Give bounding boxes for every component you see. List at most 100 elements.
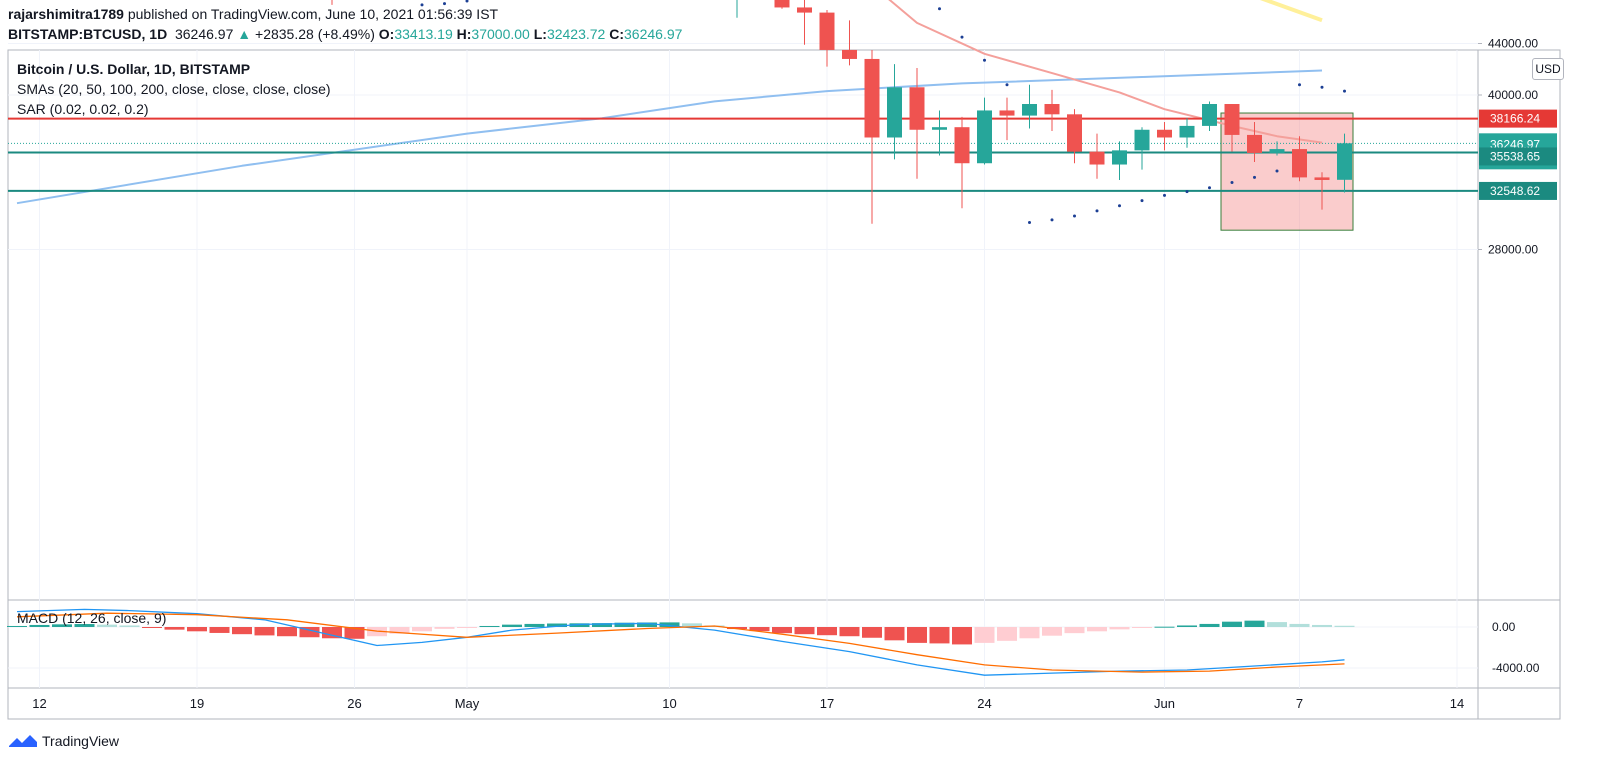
macd-hist-bar [727, 627, 747, 630]
low-label: L: [533, 26, 547, 42]
target-zone-box [1220, 112, 1354, 231]
candle-body [842, 49, 857, 59]
currency-button[interactable]: USD [1532, 58, 1564, 80]
candle-body [1247, 134, 1262, 153]
macd-hist-bar [749, 627, 770, 632]
candle-body [1202, 104, 1217, 126]
macd-hist-bar [344, 627, 365, 639]
sar-dot [1095, 209, 1099, 213]
low-value: 32423.72 [546, 26, 606, 42]
x-tick-label: 26 [347, 696, 361, 711]
candle-body [1044, 104, 1060, 115]
macd-hist-bar [187, 627, 207, 632]
macd-hist-bar [1222, 621, 1242, 627]
macd-hist-bar [389, 627, 410, 634]
macd-hist-bar [254, 627, 275, 636]
candle-body [1022, 104, 1037, 116]
macd-hist-bar [1087, 627, 1107, 632]
macd-hist-bar [682, 623, 702, 627]
sar-dot [1298, 83, 1301, 87]
candle-body [1224, 104, 1240, 135]
macd-hist-bar [907, 627, 927, 643]
macd-hist-bar [1132, 627, 1152, 628]
level-price-badge-1: 35538.65 [1490, 149, 1540, 163]
candle-body [909, 87, 925, 130]
level-price-badge-2-bg [1479, 181, 1557, 200]
sma-50-line [1259, 0, 1323, 23]
macd-hist-bar [119, 625, 140, 627]
macd-hist-bar [614, 622, 635, 627]
sma-20-line [888, 0, 1323, 144]
sar-dot [1140, 199, 1144, 203]
macd-hist-bar [524, 623, 545, 627]
sar-dot [1028, 220, 1031, 224]
publisher-username[interactable]: rajarshimitra1789 [8, 6, 124, 22]
sar-dot [1320, 85, 1324, 89]
open-label: O: [378, 26, 395, 42]
up-arrow-icon: ▲ [237, 26, 252, 42]
level-price-badge-0-bg [1479, 109, 1557, 128]
footer-brand: TradingView [42, 733, 120, 749]
level-price-badge-1-bg [1479, 147, 1557, 166]
sar-dot [420, 3, 424, 7]
macd-hist-bar [277, 627, 297, 637]
macd-hist-bar [7, 625, 27, 627]
macd-hist-bar [52, 624, 72, 627]
high-value: 37000.00 [471, 26, 530, 42]
sar-dot [983, 58, 986, 62]
macd-hist-bar [1199, 623, 1220, 627]
candle-body [954, 127, 970, 164]
macd-hist-bar [952, 627, 972, 645]
macd-hist-bar [1312, 624, 1332, 627]
macd-hist-bar [97, 624, 117, 627]
candle-body [1089, 151, 1105, 165]
candle-body [797, 7, 812, 13]
tradingview-logo[interactable]: TradingView [8, 733, 119, 749]
x-tick-label: 19 [190, 696, 204, 711]
x-tick-label: 24 [977, 696, 991, 711]
macd-hist-bar [142, 627, 162, 628]
high-label: H: [456, 26, 472, 42]
macd-hist-bar [434, 627, 455, 629]
y-tick-label: 28000.00 [1488, 243, 1538, 257]
price-change: +2835.28 (+8.49%) [255, 26, 375, 42]
macd-y-tick-label: -4000.00 [1492, 661, 1540, 675]
candle-body [1134, 129, 1150, 151]
candle-body [774, 0, 790, 8]
macd-hist-bar [884, 627, 905, 641]
macd-hist-bar [322, 627, 342, 639]
sar-dot [938, 7, 941, 11]
macd-hist-bar [502, 624, 522, 627]
sar-dot [443, 2, 446, 6]
legend-smas: SMAs (20, 50, 100, 200, close, close, cl… [17, 81, 331, 97]
sar-dot [1050, 218, 1054, 222]
open-value: 33413.19 [394, 26, 453, 42]
legend-sar: SAR (0.02, 0.02, 0.2) [17, 101, 149, 117]
candle-body [1112, 150, 1127, 165]
x-tick-label: 12 [32, 696, 46, 711]
last-price: 36246.97 [174, 26, 234, 42]
close-label: C: [609, 26, 625, 42]
sar-dot [465, 0, 469, 3]
sar-dot [1073, 214, 1076, 218]
published-text: published on TradingView.com, June 10, 2… [127, 6, 499, 22]
macd-hist-bar [1267, 622, 1287, 627]
candle-body [999, 110, 1015, 116]
macd-hist-bar [592, 623, 612, 627]
candle-body [864, 58, 880, 138]
candle-body [1067, 114, 1082, 152]
macd-hist-bar [1244, 620, 1265, 627]
macd-hist-bar [232, 627, 252, 635]
candle-body [932, 127, 947, 130]
macd-signal-line [16, 612, 1345, 673]
macd-hist-bar [1177, 625, 1197, 627]
candle-body [819, 12, 835, 50]
x-tick-label: May [455, 696, 480, 711]
macd-hist-bar [1154, 626, 1175, 628]
macd-hist-bar [929, 627, 950, 644]
y-tick-label: 40000.00 [1488, 88, 1538, 102]
macd-hist-bar [412, 627, 432, 632]
macd-y-tick-label: 0.00 [1492, 620, 1516, 634]
macd-hist-bar [817, 627, 837, 636]
